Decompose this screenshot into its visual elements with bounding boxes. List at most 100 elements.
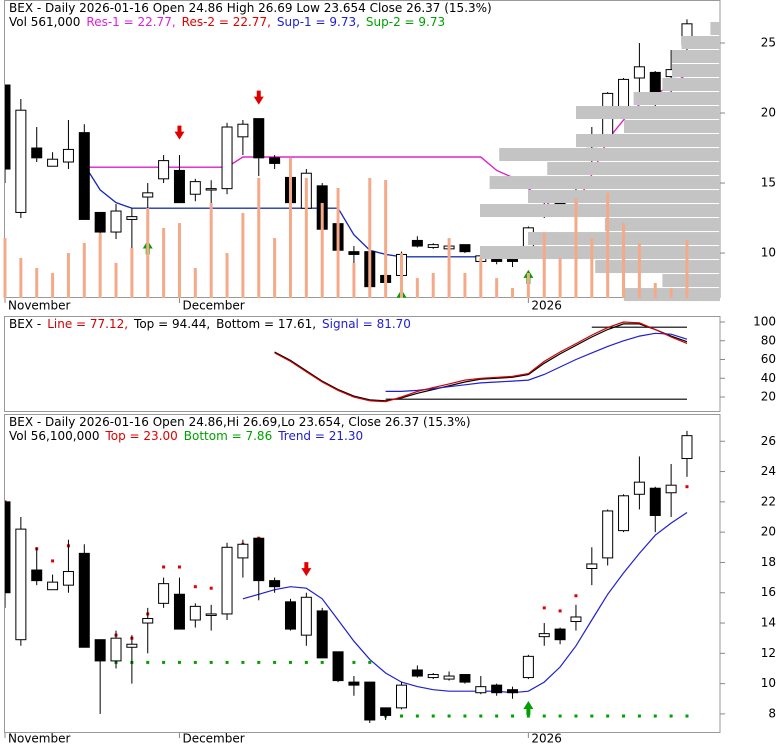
candle-body	[78, 132, 90, 220]
volume-bar	[368, 177, 372, 298]
y-tick-label: 25	[761, 35, 776, 49]
candle-body	[348, 251, 360, 255]
volume-bar	[542, 232, 546, 298]
legend-entry: Bottom = 17.61,	[216, 317, 316, 331]
candle-body	[94, 639, 106, 662]
candle-body	[538, 633, 550, 638]
candle-body	[189, 181, 201, 195]
candle-body	[427, 674, 439, 679]
candle-body	[253, 537, 265, 582]
volume-profile-bar	[681, 35, 720, 49]
dot-marker	[257, 660, 261, 664]
dot-marker	[511, 714, 515, 718]
volume-bar	[463, 272, 467, 298]
panel-frame	[4, 414, 721, 733]
candle-body	[126, 643, 138, 648]
dot-marker	[558, 714, 562, 718]
candle-body	[491, 684, 503, 694]
volume-bar	[225, 253, 229, 298]
volume-bar	[51, 272, 55, 298]
dot-marker	[209, 586, 213, 590]
candle-body	[158, 160, 170, 180]
x-tick-label: 2026	[531, 732, 562, 745]
candle-body	[507, 689, 519, 694]
candle-body	[62, 148, 74, 163]
candle-body	[300, 596, 312, 636]
volume-profile-bar	[662, 274, 720, 288]
candle-body	[475, 686, 487, 694]
y-tick-label: 100	[753, 315, 776, 329]
volume-bar	[606, 192, 610, 298]
volume-bar	[209, 202, 213, 298]
indicator-line	[274, 323, 688, 402]
title: BEX - Daily 2026-01-16 Open 24.86,Hi 26.…	[9, 415, 471, 429]
dot-marker	[542, 714, 546, 718]
panel-title: BEX - Daily 2026-01-16 Open 24.86 High 2…	[9, 1, 492, 15]
volume-profile-bar	[662, 78, 720, 92]
candle-body	[189, 605, 201, 621]
candle-body	[681, 435, 693, 460]
volume-bar	[19, 257, 23, 298]
x-tick-label: November	[8, 732, 70, 745]
volume-bar	[526, 272, 530, 298]
volume-profile-bar	[633, 92, 720, 106]
x-tick-label: December	[182, 732, 244, 745]
volume-bar	[669, 287, 673, 298]
dot-marker	[526, 714, 530, 718]
candle-body	[237, 543, 249, 559]
indicator-line	[274, 321, 688, 403]
dot-marker	[542, 606, 546, 610]
dot-marker	[368, 660, 372, 664]
y-tick-label: 18	[761, 555, 776, 569]
dot-marker	[162, 660, 166, 664]
candle-body	[522, 655, 534, 679]
dot-marker	[606, 714, 610, 718]
buy-arrow	[523, 701, 534, 716]
legend-entry: Signal = 81.70	[322, 317, 411, 331]
volume-bar	[241, 213, 245, 298]
candle-body	[31, 147, 43, 159]
candle-body	[78, 552, 90, 648]
candle-body	[618, 495, 630, 532]
volume-bar	[590, 238, 594, 298]
dot-marker	[162, 565, 166, 569]
dot-marker	[209, 660, 213, 664]
subtitle: Vol 561,000	[9, 15, 80, 29]
dot-marker	[146, 660, 150, 664]
legend-entry: Res-1 = 22.77,	[86, 15, 175, 29]
dot-marker	[177, 660, 181, 664]
dot-marker	[431, 714, 435, 718]
dot-marker	[225, 660, 229, 664]
volume-bar	[511, 287, 515, 298]
volume-bar	[146, 208, 150, 298]
x-tick-label: November	[8, 299, 70, 313]
volume-bar	[336, 187, 340, 298]
dot-marker	[463, 714, 467, 718]
dot-marker	[415, 714, 419, 718]
candle-body	[554, 628, 566, 641]
volume-bar	[177, 223, 181, 298]
dot-marker	[495, 714, 499, 718]
volume-bar	[98, 232, 102, 298]
y-tick-label: 26	[761, 434, 776, 448]
candle-body	[15, 109, 27, 213]
candle-body	[459, 674, 471, 683]
plot-area	[274, 321, 688, 403]
candle-body	[364, 681, 376, 721]
dot-marker	[637, 714, 641, 718]
dot-marker	[241, 660, 245, 664]
volume-bar	[82, 242, 86, 298]
y-tick-label: 20	[761, 390, 776, 404]
legend-entry: Sup-1 = 9.73,	[277, 15, 360, 29]
volume-bar	[622, 223, 626, 298]
candle-body	[110, 637, 122, 662]
volume-profile-bar	[528, 190, 720, 204]
candle-body	[205, 188, 217, 191]
dot-marker	[400, 714, 403, 718]
dot-marker	[193, 585, 197, 589]
candle-body	[332, 651, 344, 682]
dot-marker	[574, 594, 578, 598]
volume-bar	[193, 268, 197, 298]
dot-marker	[685, 485, 689, 489]
